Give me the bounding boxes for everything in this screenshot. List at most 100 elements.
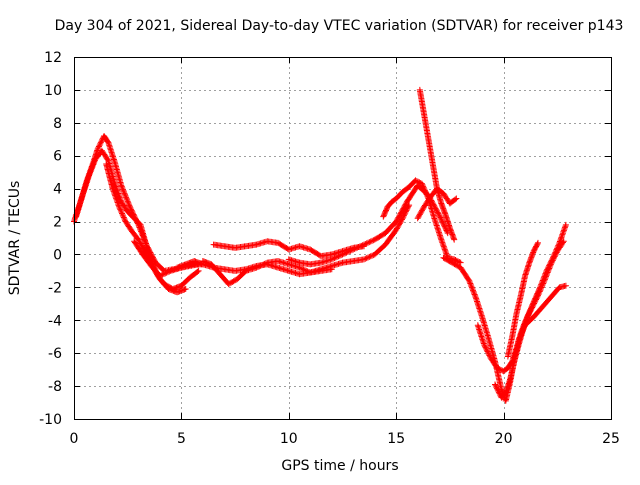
data-point-marker [125,199,132,206]
data-point-marker [303,267,310,274]
x-tick-label: 15 [387,431,405,447]
data-point-marker [160,270,167,277]
data-point-marker [98,138,105,145]
data-point-marker [348,247,355,254]
data-point-marker [369,252,376,259]
data-point-marker [470,288,477,295]
data-point-marker [124,197,131,204]
data-point-marker [434,209,441,216]
data-point-marker [253,264,260,271]
data-point-marker [117,207,124,214]
data-point-marker [419,182,426,189]
data-point-marker [539,278,546,285]
data-point-marker [416,212,423,219]
data-point-marker [466,277,473,284]
data-point-marker [397,219,404,226]
data-point-marker [436,213,443,220]
data-point-marker [369,237,376,244]
data-point-marker [393,225,400,232]
data-point-marker [394,215,401,222]
data-point-marker [126,203,133,210]
data-point-marker [87,168,94,175]
data-point-marker [121,190,128,197]
data-point-marker [543,269,550,276]
data-point-marker [484,348,491,355]
data-point-marker [299,265,306,272]
data-point-marker [120,187,127,194]
y-tick-label: 0 [53,247,62,263]
data-point-marker [393,218,400,225]
x-tick-label: 5 [177,431,186,447]
data-point-marker [400,213,407,220]
data-point-marker [122,191,129,198]
data-point-marker [257,262,264,269]
data-point-marker [472,292,479,299]
data-point-marker [395,222,402,229]
data-point-marker [156,272,163,279]
y-tick-label: -8 [48,379,62,395]
data-point-marker [415,213,422,220]
series-arc-g [210,238,367,260]
data-point-marker [335,253,342,260]
data-point-marker [396,220,403,227]
data-point-marker [339,251,346,258]
data-point-marker [135,236,142,243]
data-point-marker [104,138,111,145]
data-point-marker [416,179,423,186]
data-point-marker [366,253,373,260]
data-point-marker [396,213,403,220]
data-point-marker [545,263,552,270]
data-point-marker [350,246,357,253]
series-arc-n [492,221,569,401]
data-point-marker [119,186,126,193]
data-point-marker [396,211,403,218]
data-point-marker [118,209,125,216]
data-point-marker [300,266,307,273]
y-tick-label: -10 [39,412,62,428]
series-arc-f [199,258,335,288]
data-point-marker [546,261,553,268]
data-point-marker [485,351,492,358]
data-point-marker [398,208,405,215]
data-point-marker [370,237,377,244]
data-point-marker [351,245,358,252]
data-point-marker [254,264,261,271]
data-point-marker [262,260,269,267]
data-point-marker [481,343,488,350]
data-point-marker [555,242,562,249]
data-point-marker [469,286,476,293]
data-point-marker [366,239,373,246]
data-point-marker [549,256,556,263]
data-point-marker [496,390,503,397]
data-point-marker [536,285,543,292]
data-point-marker [367,238,374,245]
data-point-marker [492,382,499,389]
data-point-marker [90,161,97,168]
data-point-marker [471,290,478,297]
data-point-marker [495,388,502,395]
data-point-marker [466,279,473,286]
data-point-marker [91,157,98,164]
data-point-marker [346,248,353,255]
data-point-marker [451,236,458,243]
data-point-marker [540,274,547,281]
data-point-marker [356,243,363,250]
data-point-marker [412,177,419,184]
data-point-marker [258,262,265,269]
data-point-marker [119,210,126,217]
data-point-marker [421,186,428,193]
data-point-marker [359,242,366,249]
data-point-marker [492,381,499,388]
data-point-marker [330,255,337,262]
series-arc-j [416,86,458,243]
data-point-marker [541,272,548,279]
data-point-marker [91,158,98,165]
data-point-marker [421,187,428,194]
x-tick-label: 20 [495,431,513,447]
data-point-marker [469,287,476,294]
data-point-marker [415,178,422,185]
data-point-marker [552,249,559,256]
data-point-marker [90,160,97,167]
x-axis-label: GPS time / hours [281,458,398,474]
data-point-marker [117,206,124,213]
